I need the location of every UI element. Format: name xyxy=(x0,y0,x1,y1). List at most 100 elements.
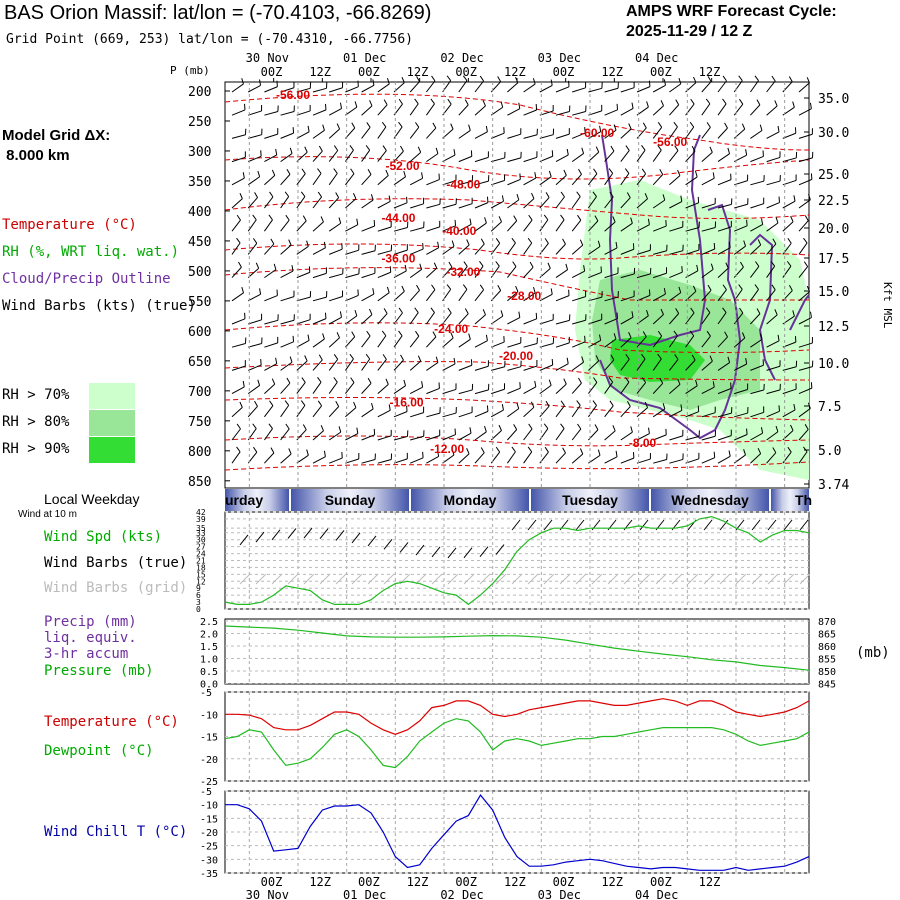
wind-barb-flag xyxy=(581,147,585,154)
wind-barb-shaft xyxy=(652,383,664,394)
wind-barb-flag xyxy=(566,148,569,155)
wind-barb-flag xyxy=(594,424,599,430)
bottom-date-label: 01 Dec xyxy=(343,888,386,900)
wind-barb-shaft xyxy=(247,176,260,186)
wind-barb-shaft xyxy=(750,364,764,371)
wind-barb-flag xyxy=(528,423,533,430)
wind-barb-flag xyxy=(754,284,759,290)
wind-barb-flag xyxy=(531,192,535,199)
wind-barb-shaft xyxy=(296,220,307,232)
grid-wind-barb xyxy=(799,573,811,585)
grid-wind-barb xyxy=(543,573,555,585)
wind-barb-shaft xyxy=(264,196,274,209)
wind-barb-shaft xyxy=(636,149,646,162)
wind-barb-flag xyxy=(432,331,437,338)
wind-barb-flag xyxy=(809,311,812,318)
wind-barb-shaft xyxy=(717,388,732,395)
wind-barb-flag xyxy=(560,423,565,429)
wind-barb-shaft xyxy=(669,458,684,464)
wind-barb-shaft xyxy=(248,319,262,325)
wind-barb-shaft xyxy=(426,267,438,278)
wind-barb-shaft xyxy=(798,242,808,255)
wind-barb-flag xyxy=(320,425,324,431)
wind-barb-shaft xyxy=(296,360,308,371)
wind-barb-flag xyxy=(693,76,697,83)
rh70-swatch xyxy=(89,383,135,409)
wind-barb-shaft xyxy=(734,388,748,395)
wind-barb-flag xyxy=(495,238,501,244)
bottom-time-label: 12Z xyxy=(601,875,623,889)
wind-barb-flag xyxy=(433,262,438,269)
wind-barb-shaft xyxy=(782,409,796,418)
top-time-label: 12Z xyxy=(601,65,623,79)
wind-barb-shaft xyxy=(766,265,776,278)
wind-barb-shaft xyxy=(507,199,520,209)
wind-barb-flag xyxy=(306,449,309,456)
wind-barb-flag xyxy=(291,265,294,272)
wind-barb-shaft xyxy=(717,412,732,418)
wind-barb-shaft xyxy=(571,361,584,371)
temperature-contour-label: -24.00 xyxy=(434,322,468,336)
wind-barb-shaft xyxy=(442,434,456,441)
wind-barb-flag xyxy=(302,424,307,430)
wind-barb-flag xyxy=(562,447,566,454)
wind-tick-label: 18 xyxy=(196,563,206,572)
wind-barb-shaft xyxy=(555,86,570,93)
temperature-contour-label: -8.00 xyxy=(629,436,657,450)
wind-barb-shaft xyxy=(555,175,567,186)
top-time-label: 12Z xyxy=(504,65,526,79)
wind-barb-shaft xyxy=(345,458,359,464)
wind-barb-flag xyxy=(705,98,711,105)
wind-barb-shaft xyxy=(328,108,342,116)
wind-barb-shaft xyxy=(798,451,808,464)
wind-barb-shaft xyxy=(231,266,242,278)
wind-barb-shaft xyxy=(620,222,633,232)
wind-barb-shaft xyxy=(409,127,420,139)
wind-barb-shaft xyxy=(555,154,569,163)
wind-barb-flag xyxy=(597,240,601,247)
wind-barb-flag xyxy=(398,330,403,337)
wind-barb-shaft xyxy=(361,408,374,418)
wind-barb-shaft xyxy=(620,358,630,371)
wind-barb-shaft xyxy=(734,434,748,441)
wind-barb-flag xyxy=(722,307,727,313)
wind-barb-flag xyxy=(512,261,517,267)
wind-barb-flag xyxy=(430,307,435,313)
wind-barb-flag xyxy=(518,311,521,318)
wind-barb-shaft xyxy=(668,126,678,139)
pressure-tick-label: 700 xyxy=(188,385,211,400)
dewpoint-line xyxy=(224,718,810,769)
wind-barb-flag xyxy=(349,353,354,360)
bottom-time-label: 12Z xyxy=(309,875,331,889)
wind-barb-shaft xyxy=(507,291,519,302)
wind-tick-label: 42 xyxy=(196,508,206,517)
wind-barb-flag xyxy=(338,217,342,224)
wind-barb-shaft xyxy=(377,250,392,255)
wind-barb-flag xyxy=(463,261,468,267)
wind-barb-shaft xyxy=(555,295,570,302)
true-wind-barb xyxy=(799,519,809,531)
wind-barb-flag xyxy=(727,147,731,154)
wind-barb-shaft xyxy=(361,272,376,279)
wind-barb-shaft xyxy=(766,243,777,255)
wind-barb-shaft xyxy=(507,108,521,116)
wind-barb-shaft xyxy=(523,134,538,139)
wind-barb-shaft xyxy=(539,319,554,325)
wind-tick-label: 30 xyxy=(196,536,206,545)
grid-wind-barb xyxy=(639,573,651,585)
wind-barb-shaft xyxy=(280,382,291,394)
wind-barb-flag xyxy=(300,400,306,406)
wind-barb-flag xyxy=(566,357,569,364)
wind-barb-shaft xyxy=(361,250,376,255)
grid-wind-barb xyxy=(575,573,587,585)
wind-barb-flag xyxy=(594,215,599,222)
wind-barb-shaft xyxy=(523,177,537,186)
wind-barb-flag xyxy=(236,423,241,430)
wind-barb-shaft xyxy=(604,221,616,232)
wind-barb-shaft xyxy=(474,105,486,116)
true-wind-barb xyxy=(783,519,793,531)
wind-barb-shaft xyxy=(572,111,586,116)
wind-barb-shaft xyxy=(555,452,566,464)
wind-barb-flag xyxy=(400,354,404,361)
wind-barb-flag xyxy=(625,145,630,151)
